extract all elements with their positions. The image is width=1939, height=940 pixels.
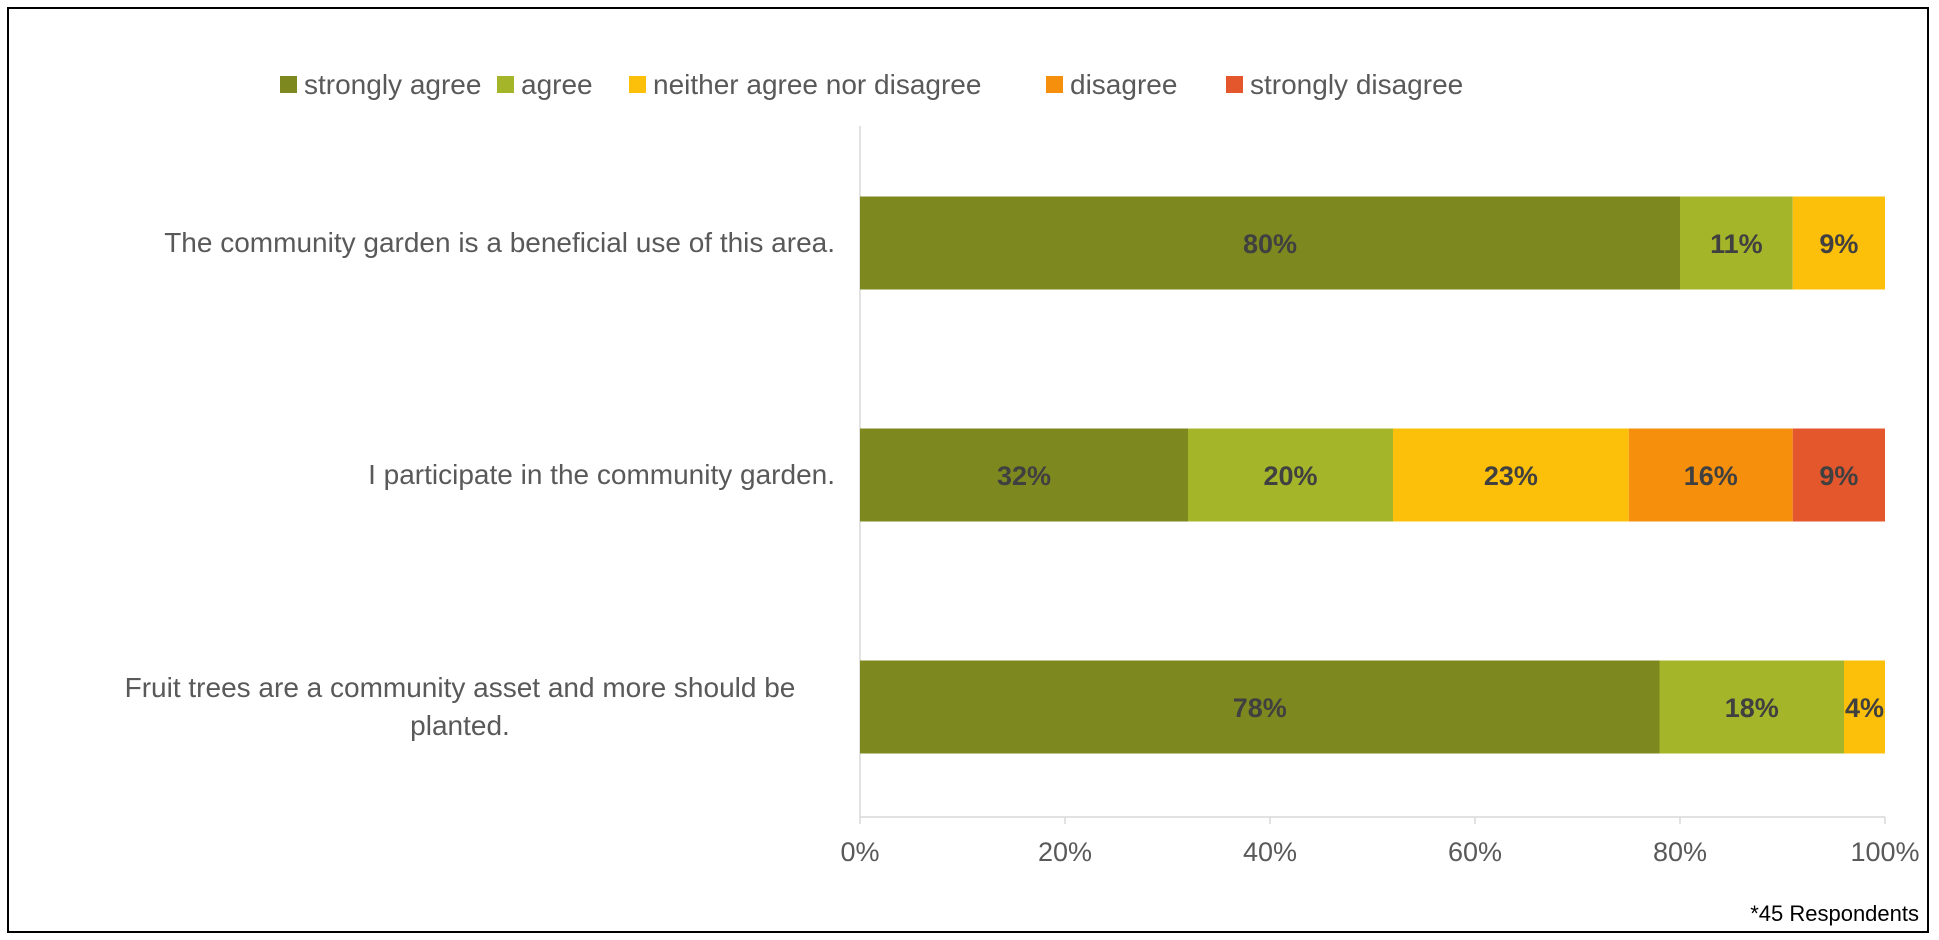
- legend-label: agree: [521, 69, 593, 100]
- legend-label: strongly disagree: [1250, 69, 1463, 100]
- bar-segment-disagree: [1628, 428, 1793, 522]
- x-tick-label: 0%: [840, 837, 879, 867]
- chart-frame: 0% 20% 40% 60% 80% 100% The community garden i…: [7, 7, 1929, 933]
- category-label: planted.: [410, 710, 510, 741]
- category-label: I participate in the community garden.: [368, 459, 835, 490]
- category-label: Fruit trees are a community asset and mo…: [125, 672, 796, 703]
- x-tick-label: 60%: [1448, 837, 1502, 867]
- x-tick-label: 20%: [1038, 837, 1092, 867]
- category-label: The community garden is a beneficial use…: [164, 227, 835, 258]
- legend-swatch: [629, 76, 646, 93]
- bar-segment-agree: [1659, 660, 1844, 754]
- data-label: 4%: [1845, 693, 1884, 723]
- legend-label: strongly agree: [304, 69, 481, 100]
- legend-swatch: [1226, 76, 1243, 93]
- bar-segment-neither-agree-nor-disagree: [1844, 660, 1885, 754]
- data-label: 11%: [1710, 229, 1763, 259]
- bar-segment-neither-agree-nor-disagree: [1393, 428, 1629, 522]
- data-label: 78%: [1233, 693, 1287, 723]
- bar-segment-strongly-agree: [860, 196, 1680, 290]
- stacked-bar-chart: 0% 20% 40% 60% 80% 100% The community garden i…: [125, 69, 1920, 867]
- legend-swatch: [497, 76, 514, 93]
- legend-swatch: [280, 76, 297, 93]
- data-label: 20%: [1263, 461, 1317, 491]
- x-tick-label: 40%: [1243, 837, 1297, 867]
- respondents-footnote: *45 Respondents: [1750, 901, 1919, 926]
- data-label: 16%: [1684, 461, 1738, 491]
- x-tick-label: 100%: [1850, 837, 1919, 867]
- x-tick-label: 80%: [1653, 837, 1707, 867]
- bar-segment-agree: [1188, 428, 1393, 522]
- bar-segment-strongly-disagree: [1792, 428, 1885, 522]
- bar-segment-strongly-agree: [860, 428, 1188, 522]
- data-label: 80%: [1243, 229, 1297, 259]
- bar-segment-neither-agree-nor-disagree: [1792, 196, 1885, 290]
- bar-segment-strongly-agree: [860, 660, 1660, 754]
- bar-segment-agree: [1680, 196, 1793, 290]
- data-label: 9%: [1819, 461, 1858, 491]
- legend-swatch: [1046, 76, 1063, 93]
- legend-label: disagree: [1070, 69, 1177, 100]
- data-label: 32%: [997, 461, 1051, 491]
- data-label: 9%: [1819, 229, 1858, 259]
- data-label: 23%: [1484, 461, 1538, 491]
- data-label: 18%: [1725, 693, 1779, 723]
- legend-label: neither agree nor disagree: [653, 69, 981, 100]
